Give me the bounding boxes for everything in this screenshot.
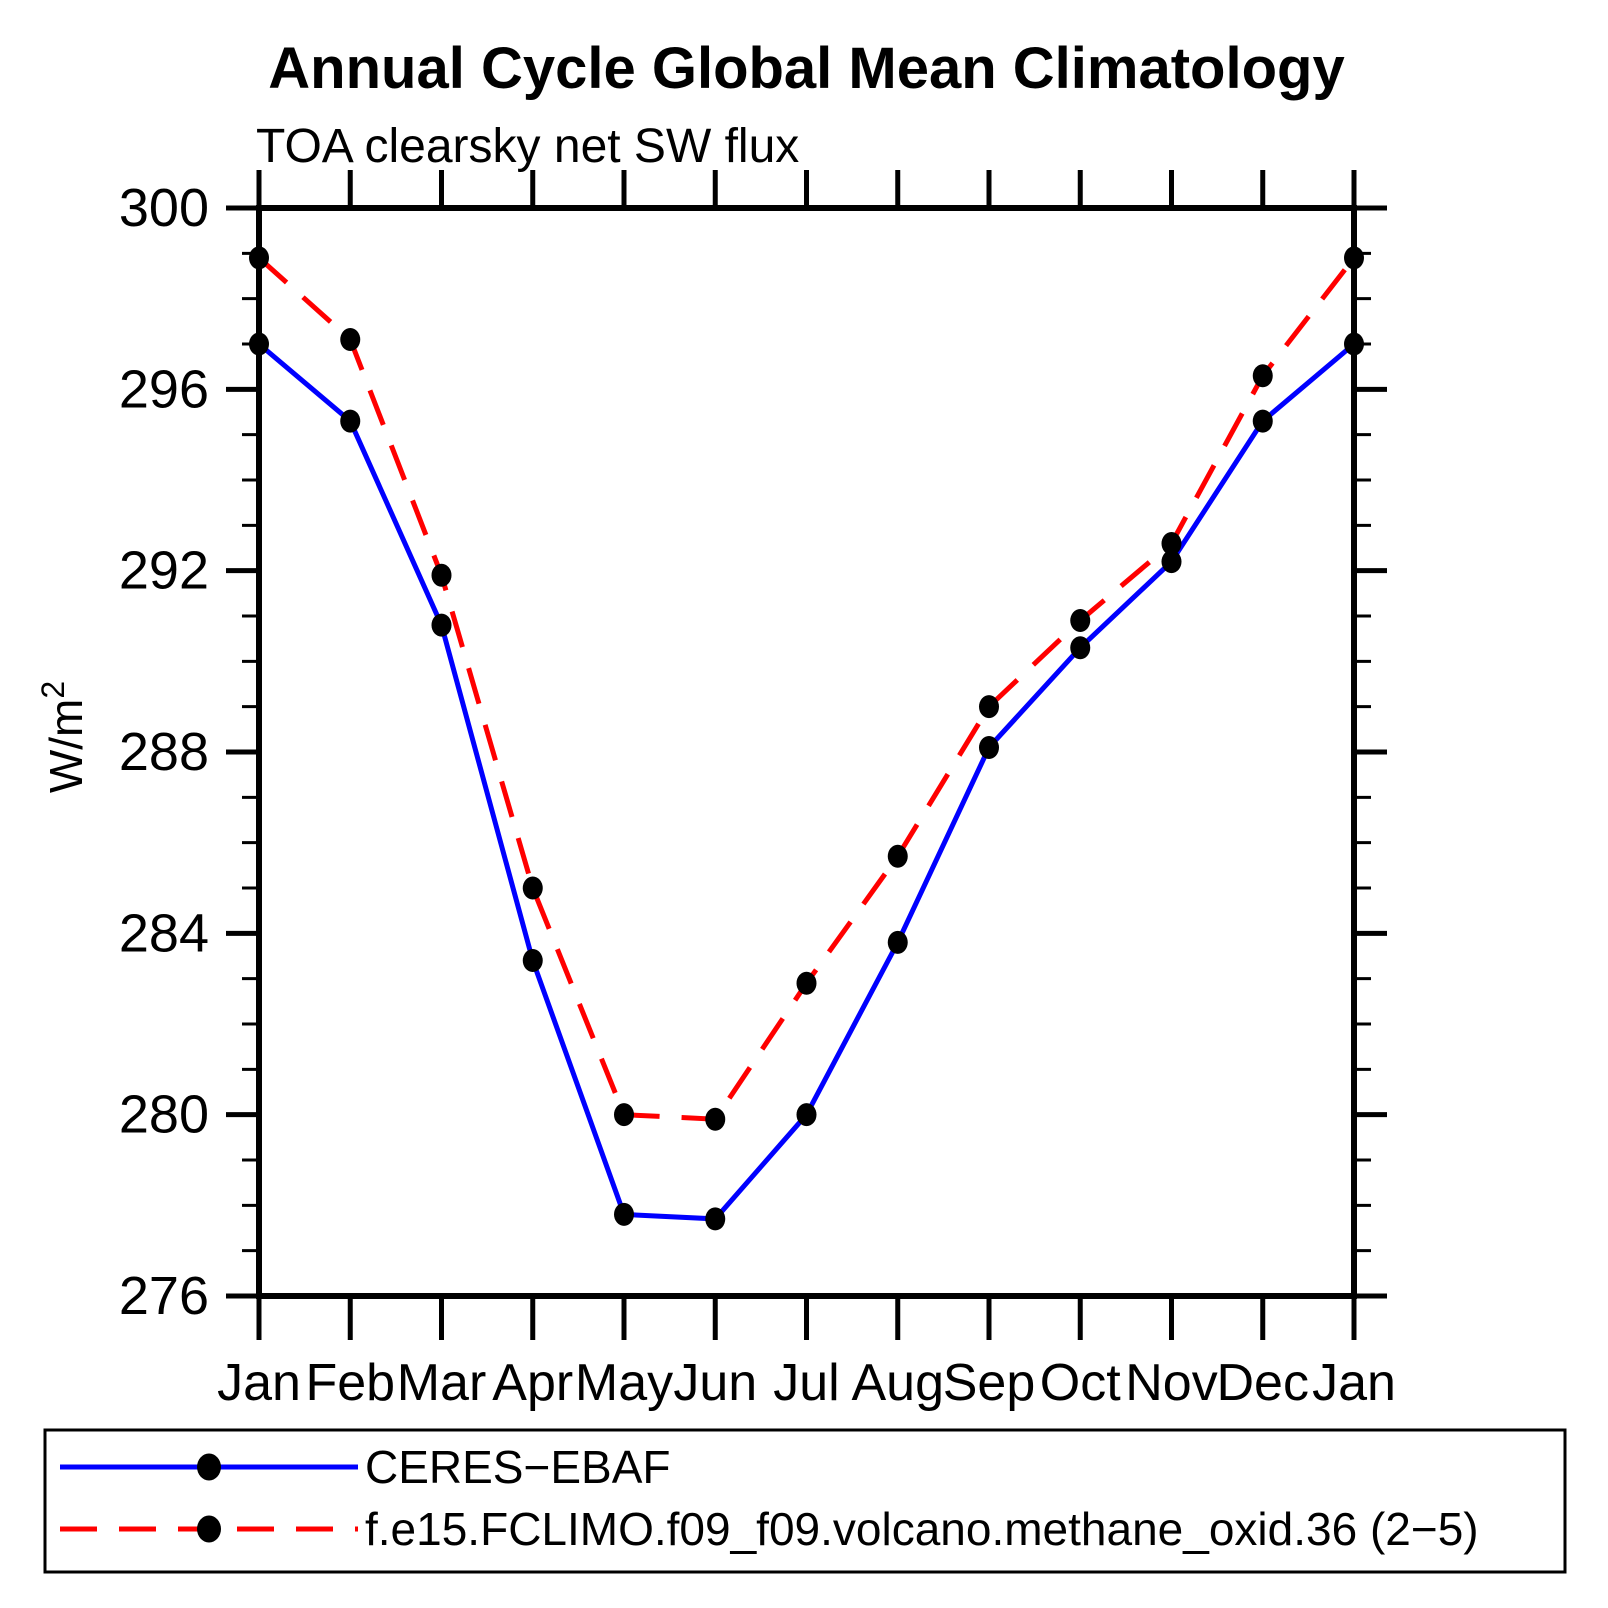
data-point-marker <box>796 1103 817 1127</box>
data-point-marker <box>522 949 543 973</box>
y-tick-label: 300 <box>119 178 209 238</box>
chart-titles: Annual Cycle Global Mean Climatology TOA … <box>35 36 1345 793</box>
x-tick-label: Nov <box>1125 1354 1217 1412</box>
legend-box: CERES−EBAF f.e15.FCLIMO.f09_f09.volcano.m… <box>43 1428 1567 1574</box>
x-tick-label: Dec <box>1217 1354 1309 1412</box>
x-tick-label: Oct <box>1040 1354 1121 1412</box>
x-tick-label: Jul <box>773 1354 839 1412</box>
plot-frame <box>256 205 1357 1299</box>
data-point-marker <box>796 971 817 995</box>
data-point-marker <box>887 844 908 868</box>
chart-title: Annual Cycle Global Mean Climatology <box>268 36 1344 101</box>
x-tick-label: Sep <box>943 1354 1036 1412</box>
data-point-marker <box>522 876 543 900</box>
x-tick-label: May <box>575 1354 673 1412</box>
data-point-marker <box>249 332 269 356</box>
x-tick-label: Jan <box>1312 1354 1396 1412</box>
data-point-marker <box>431 613 452 637</box>
x-tick-label: Jun <box>673 1354 757 1412</box>
series-line-ceres <box>257 342 1356 1222</box>
data-point-marker <box>1252 364 1273 388</box>
y-tick-label: 280 <box>119 1085 209 1145</box>
data-series <box>249 246 1364 1231</box>
data-point-marker <box>1344 246 1364 270</box>
y-tick-label: 284 <box>119 903 209 963</box>
legend-label: f.e15.FCLIMO.f09_f09.volcano.methane_oxi… <box>365 1503 1479 1555</box>
plot-border <box>256 205 1357 1299</box>
axis-ticks <box>226 170 1387 1340</box>
y-tick-label: 276 <box>119 1266 209 1326</box>
data-point-marker <box>979 695 999 719</box>
x-tick-label: Apr <box>492 1354 573 1412</box>
data-point-marker <box>1161 531 1182 555</box>
data-point-marker <box>340 409 361 433</box>
data-point-marker <box>1344 332 1364 356</box>
data-point-marker <box>340 327 361 351</box>
legend-marker <box>197 1515 221 1543</box>
data-point-marker <box>614 1202 634 1226</box>
chart-subtitle: TOA clearsky net SW flux <box>256 120 799 173</box>
legend-label: CERES−EBAF <box>365 1441 671 1493</box>
y-axis-label: W/m2 <box>35 681 92 793</box>
data-point-marker <box>431 563 452 587</box>
data-point-marker <box>705 1107 726 1131</box>
x-tick-label: Mar <box>397 1354 487 1412</box>
data-point-marker <box>614 1103 634 1127</box>
data-point-marker <box>1070 636 1091 660</box>
data-point-marker <box>249 246 269 270</box>
data-point-marker <box>1070 609 1091 633</box>
data-point-marker <box>1161 550 1182 574</box>
data-point-marker <box>887 930 908 954</box>
data-point-marker <box>1252 409 1273 433</box>
x-tick-label: Aug <box>851 1354 944 1412</box>
legend-border <box>43 1428 1567 1574</box>
y-tick-label: 296 <box>119 359 209 419</box>
y-tick-label: 292 <box>119 541 209 601</box>
legend-marker <box>197 1453 221 1481</box>
data-point-marker <box>705 1207 726 1231</box>
x-tick-label: Feb <box>305 1354 395 1412</box>
data-point-marker <box>979 735 999 759</box>
x-tick-label: Jan <box>217 1354 301 1412</box>
y-tick-label: 288 <box>119 722 209 782</box>
